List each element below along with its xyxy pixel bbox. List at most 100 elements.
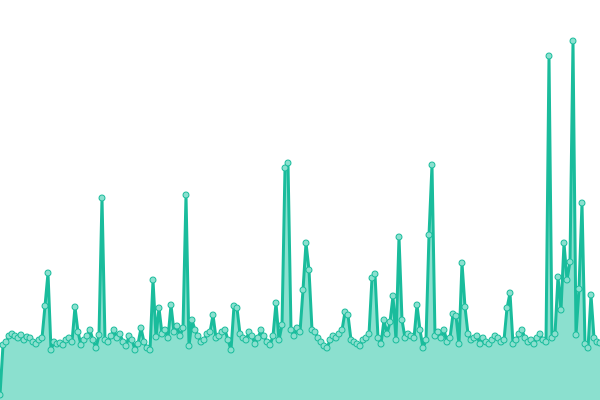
data-point <box>224 336 232 344</box>
data-point <box>89 336 97 344</box>
data-point <box>299 286 307 294</box>
data-point <box>272 299 280 307</box>
data-point <box>287 326 295 334</box>
data-point <box>377 340 385 348</box>
data-point <box>95 331 103 339</box>
data-point <box>275 336 283 344</box>
data-point <box>128 336 136 344</box>
data-point <box>0 391 4 399</box>
data-point <box>395 233 403 241</box>
data-point <box>437 334 445 342</box>
data-point <box>425 231 433 239</box>
data-point <box>188 316 196 324</box>
data-point <box>137 324 145 332</box>
data-point <box>323 344 331 352</box>
data-point <box>176 332 184 340</box>
data-point <box>269 332 277 340</box>
data-point <box>572 331 580 339</box>
data-point <box>170 328 178 336</box>
data-point <box>584 344 592 352</box>
data-point <box>146 346 154 354</box>
data-point <box>503 304 511 312</box>
data-point <box>473 332 481 340</box>
data-point <box>251 340 259 348</box>
data-point <box>194 332 202 340</box>
data-point <box>578 199 586 207</box>
data-point <box>47 346 55 354</box>
data-point <box>311 328 319 336</box>
data-point <box>227 346 235 354</box>
data-point <box>554 273 562 281</box>
data-point <box>77 341 85 349</box>
data-point <box>386 318 394 326</box>
data-point <box>2 338 10 346</box>
data-point <box>458 259 466 267</box>
data-point <box>410 334 418 342</box>
data-point <box>242 336 250 344</box>
data-point <box>107 332 115 340</box>
data-point <box>92 344 100 352</box>
data-point <box>38 334 46 342</box>
data-point <box>506 289 514 297</box>
data-point <box>560 239 568 247</box>
data-point <box>536 330 544 338</box>
data-point <box>152 333 160 341</box>
data-point <box>296 328 304 336</box>
data-point <box>452 312 460 320</box>
data-point <box>140 338 148 346</box>
data-point <box>110 326 118 334</box>
data-point <box>86 326 94 334</box>
data-point <box>71 303 79 311</box>
data-point <box>290 332 298 340</box>
data-point <box>392 336 400 344</box>
data-point <box>17 331 25 339</box>
data-point <box>356 342 364 350</box>
data-point <box>419 344 427 352</box>
data-point <box>518 326 526 334</box>
data-point <box>344 311 352 319</box>
data-point <box>149 276 157 284</box>
data-point <box>461 303 469 311</box>
data-point <box>434 328 442 336</box>
data-point <box>83 332 91 340</box>
data-point <box>365 330 373 338</box>
data-point <box>428 161 436 169</box>
data-point <box>200 336 208 344</box>
data-markers <box>0 37 600 399</box>
data-point <box>98 194 106 202</box>
data-point <box>398 316 406 324</box>
data-point <box>476 340 484 348</box>
data-point <box>575 285 583 293</box>
data-point <box>587 291 595 299</box>
data-point <box>191 326 199 334</box>
data-point <box>596 339 600 347</box>
data-point <box>131 346 139 354</box>
data-point <box>257 326 265 334</box>
data-point <box>305 266 313 274</box>
data-point <box>281 164 289 172</box>
data-point <box>209 311 217 319</box>
data-point <box>371 270 379 278</box>
data-point <box>530 340 538 348</box>
data-point <box>416 326 424 334</box>
data-point <box>155 304 163 312</box>
data-point <box>164 334 172 342</box>
data-point <box>260 332 268 340</box>
data-point <box>383 330 391 338</box>
data-point <box>455 340 463 348</box>
data-point <box>161 326 169 334</box>
data-point <box>221 326 229 334</box>
data-point <box>248 332 256 340</box>
data-point <box>104 338 112 346</box>
data-point <box>266 341 274 349</box>
data-point <box>338 326 346 334</box>
data-point <box>413 301 421 309</box>
data-point <box>173 322 181 330</box>
data-point <box>185 342 193 350</box>
data-point <box>254 334 262 342</box>
data-point <box>44 269 52 277</box>
data-point <box>278 321 286 329</box>
data-point <box>422 336 430 344</box>
data-point <box>464 330 472 338</box>
